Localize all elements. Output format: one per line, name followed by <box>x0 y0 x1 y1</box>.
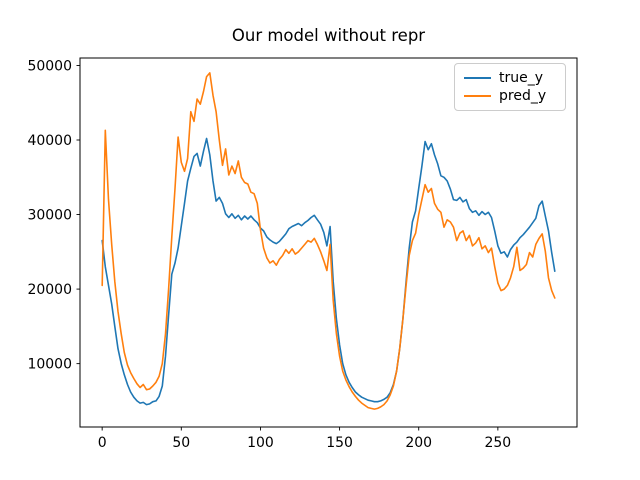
y-tick-label: 50000 <box>27 58 72 74</box>
legend-line-sample-pred_y <box>464 95 491 97</box>
axes-border <box>79 57 578 428</box>
x-tick-label: 200 <box>405 435 432 451</box>
chart-title: Our model without repr <box>231 26 426 45</box>
x-tick-label: 50 <box>172 435 190 451</box>
legend-label-pred_y: pred_y <box>499 88 547 104</box>
y-tick-label: 30000 <box>27 208 72 224</box>
x-tick-label: 0 <box>98 435 107 451</box>
series-line-pred_y <box>101 72 556 410</box>
legend-label-true_y: true_y <box>499 70 544 86</box>
legend-entry-pred_y: pred_y <box>464 89 556 103</box>
legend-line-sample-true_y <box>464 77 491 79</box>
y-tick-label: 20000 <box>27 282 72 298</box>
x-tick-label: 100 <box>247 435 274 451</box>
x-tick-label: 150 <box>326 435 353 451</box>
legend-entry-true_y: true_y <box>464 71 556 85</box>
y-tick-label: 10000 <box>27 357 72 373</box>
y-tick-label: 40000 <box>27 133 72 149</box>
x-tick-label: 250 <box>484 435 511 451</box>
series-line-true_y <box>101 137 556 406</box>
legend: true_y pred_y <box>454 63 566 111</box>
